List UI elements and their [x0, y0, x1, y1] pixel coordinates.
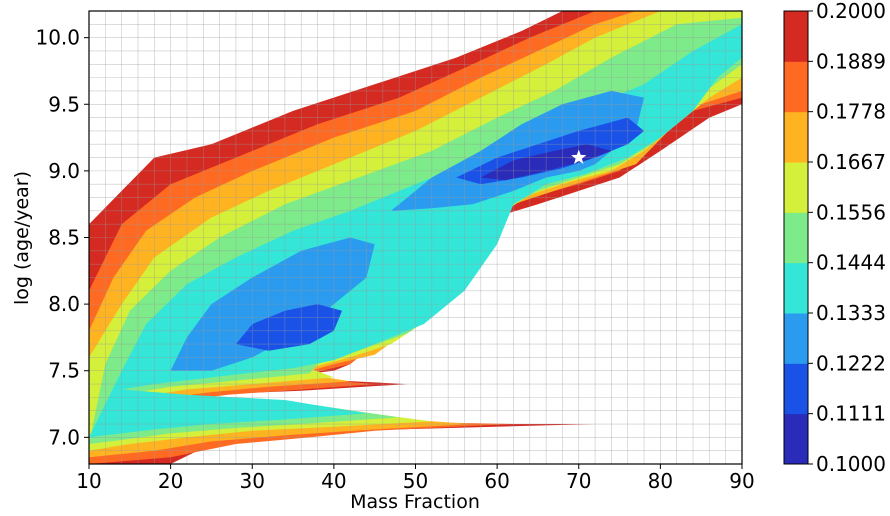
- x-tick-label: 70: [566, 469, 591, 493]
- colorbar-tick-label: 0.1667: [816, 150, 886, 174]
- colorbar-tick-label: 0.1111: [816, 402, 886, 426]
- colorbar-swatch: [784, 61, 808, 113]
- star-marker: [571, 149, 587, 164]
- y-tick-label: 9.0: [48, 159, 80, 183]
- contour-band-8: [235, 304, 342, 351]
- colorbar-tick-label: 0.1444: [816, 251, 886, 275]
- colorbar-swatch: [784, 162, 808, 213]
- colorbar-swatch: [784, 363, 808, 415]
- x-tick-label: 10: [76, 469, 101, 493]
- y-tick-label: 9.5: [48, 92, 80, 116]
- colorbar-swatch: [784, 262, 808, 314]
- x-tick-label: 50: [403, 469, 428, 493]
- colorbar-tick-label: 0.1000: [816, 452, 886, 476]
- colorbar: 0.1000 0.1111 0.1222 0.1333 0.1444 0.1556 0.16…: [783, 0, 886, 476]
- colorbar-tick-label: 0.2000: [816, 0, 886, 23]
- y-tick-label: 10.0: [35, 26, 80, 50]
- x-tick-label: 80: [648, 469, 673, 493]
- colorbar-swatch: [784, 111, 808, 163]
- x-tick-label: 40: [321, 469, 346, 493]
- x-tick-label: 60: [484, 469, 509, 493]
- y-axis-ticks: 7.0 7.5 8.0 8.5 9.0 9.5 10.0: [35, 26, 89, 449]
- contour-band-7: [391, 90, 644, 211]
- colorbar-tick-label: 0.1889: [816, 49, 886, 73]
- colorbar-frame: [783, 10, 809, 465]
- x-tick-label: 90: [729, 469, 754, 493]
- y-tick-label: 7.0: [48, 425, 80, 449]
- x-axis-ticks: 10 20 30 40 50 60 70 80 90: [76, 464, 755, 493]
- y-tick-label: 8.5: [48, 226, 80, 250]
- colorbar-tick-label: 0.1778: [816, 100, 886, 124]
- grid-lines: [89, 11, 742, 464]
- colorbar-swatch: [784, 413, 808, 465]
- y-tick-label: 7.5: [48, 359, 80, 383]
- colorbar-tick-label: 0.1333: [816, 301, 886, 325]
- colorbar-tick-label: 0.1556: [816, 200, 886, 224]
- colorbar-tick-label: 0.1222: [816, 351, 886, 375]
- y-tick-label: 8.0: [48, 292, 80, 316]
- colorbar-swatch: [784, 212, 808, 264]
- colorbar-swatch: [784, 313, 808, 364]
- y-axis-label: log (age/year): [11, 171, 33, 305]
- x-axis-label: Mass Fraction: [350, 491, 480, 513]
- colorbar-swatch: [784, 11, 808, 62]
- x-tick-label: 20: [158, 469, 183, 493]
- x-tick-label: 30: [240, 469, 265, 493]
- marker-layer: [571, 149, 587, 164]
